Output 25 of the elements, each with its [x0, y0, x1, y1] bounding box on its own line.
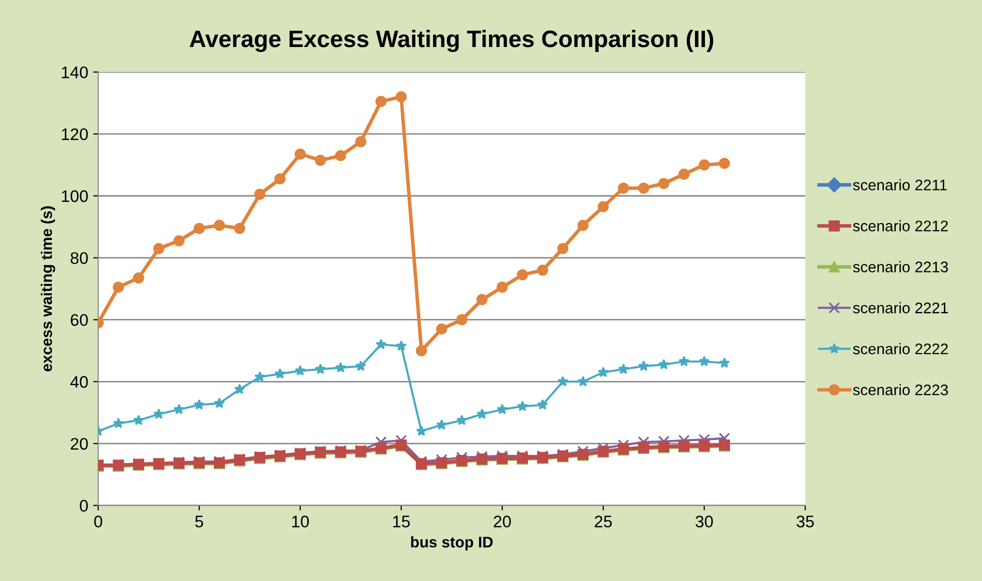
legend-label: scenario 2212: [853, 220, 948, 232]
x-tick-label: 5: [195, 516, 204, 528]
x-axis-title: bus stop ID: [411, 536, 493, 551]
x-tick-label: 10: [292, 516, 309, 528]
legend-label: scenario 2213: [853, 261, 948, 272]
x-tick-label: 30: [696, 516, 713, 528]
legend-label: scenario 2222: [853, 343, 948, 354]
x-tick-label: 35: [796, 516, 814, 528]
x-tick-label: 15: [393, 516, 410, 528]
y-tick-label: 140: [62, 66, 88, 78]
x-tick-label: 25: [594, 516, 612, 528]
y-tick-label: 120: [62, 128, 88, 140]
y-tick-label: 80: [70, 252, 88, 264]
legend-label: scenario 2221: [853, 302, 948, 314]
legend-label: scenario 2223: [853, 384, 948, 396]
chart-title: Average Excess Waiting Times Comparison (II): [190, 30, 714, 52]
y-tick-label: 20: [70, 438, 88, 450]
legend-label: scenario 2211: [853, 179, 947, 190]
x-tick-label: 0: [94, 516, 102, 528]
y-tick-label: 60: [70, 314, 88, 326]
y-axis-title: excess waiting time (s): [40, 206, 56, 372]
y-tick-label: 0: [80, 500, 88, 512]
y-tick-label: 100: [62, 190, 88, 202]
y-tick-label: 40: [70, 376, 88, 388]
x-tick-label: 20: [494, 516, 511, 528]
